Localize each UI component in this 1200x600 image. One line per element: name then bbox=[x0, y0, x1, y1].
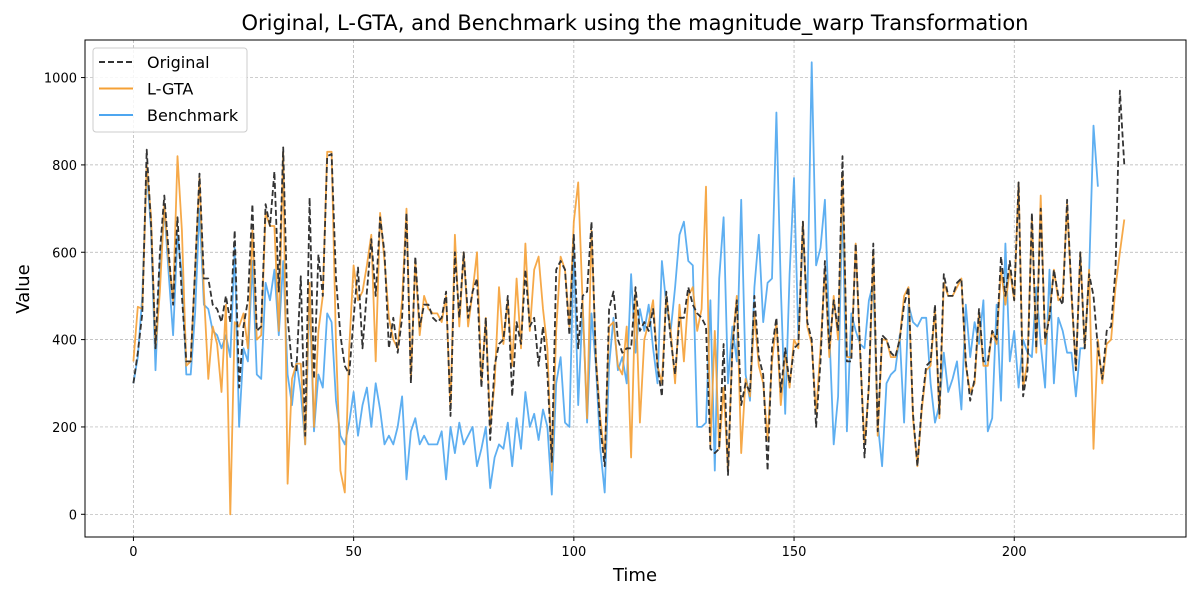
y-tick-label: 400 bbox=[52, 334, 77, 349]
series-line-l-gta bbox=[132, 150, 1126, 516]
chart-title: Original, L-GTA, and Benchmark using the… bbox=[242, 11, 1029, 36]
x-tick-label: 50 bbox=[345, 545, 362, 560]
y-tick-label: 800 bbox=[52, 159, 77, 174]
legend-label: Benchmark bbox=[147, 106, 239, 125]
legend-box bbox=[92, 47, 248, 133]
x-axis-label: Time bbox=[612, 565, 657, 586]
x-tick-label: 0 bbox=[129, 545, 137, 560]
y-tick-label: 600 bbox=[52, 246, 77, 261]
y-tick-label: 1000 bbox=[44, 72, 77, 87]
series-group bbox=[132, 61, 1126, 516]
legend-label: L-GTA bbox=[147, 80, 193, 99]
y-tick-label: 0 bbox=[69, 508, 77, 523]
ticks: 0 50 100 150 200 0 200 400 600 800 1000 bbox=[44, 72, 1027, 560]
legend: Original L-GTA Benchmark bbox=[92, 47, 248, 133]
y-axis-label: Value bbox=[13, 264, 34, 313]
x-tick-label: 150 bbox=[782, 545, 807, 560]
y-tick-label: 200 bbox=[52, 421, 77, 436]
series-line-original bbox=[132, 89, 1126, 476]
x-tick-label: 200 bbox=[1002, 545, 1027, 560]
plot-frame bbox=[84, 39, 1187, 538]
legend-label: Original bbox=[147, 53, 210, 72]
x-tick-label: 100 bbox=[561, 545, 586, 560]
